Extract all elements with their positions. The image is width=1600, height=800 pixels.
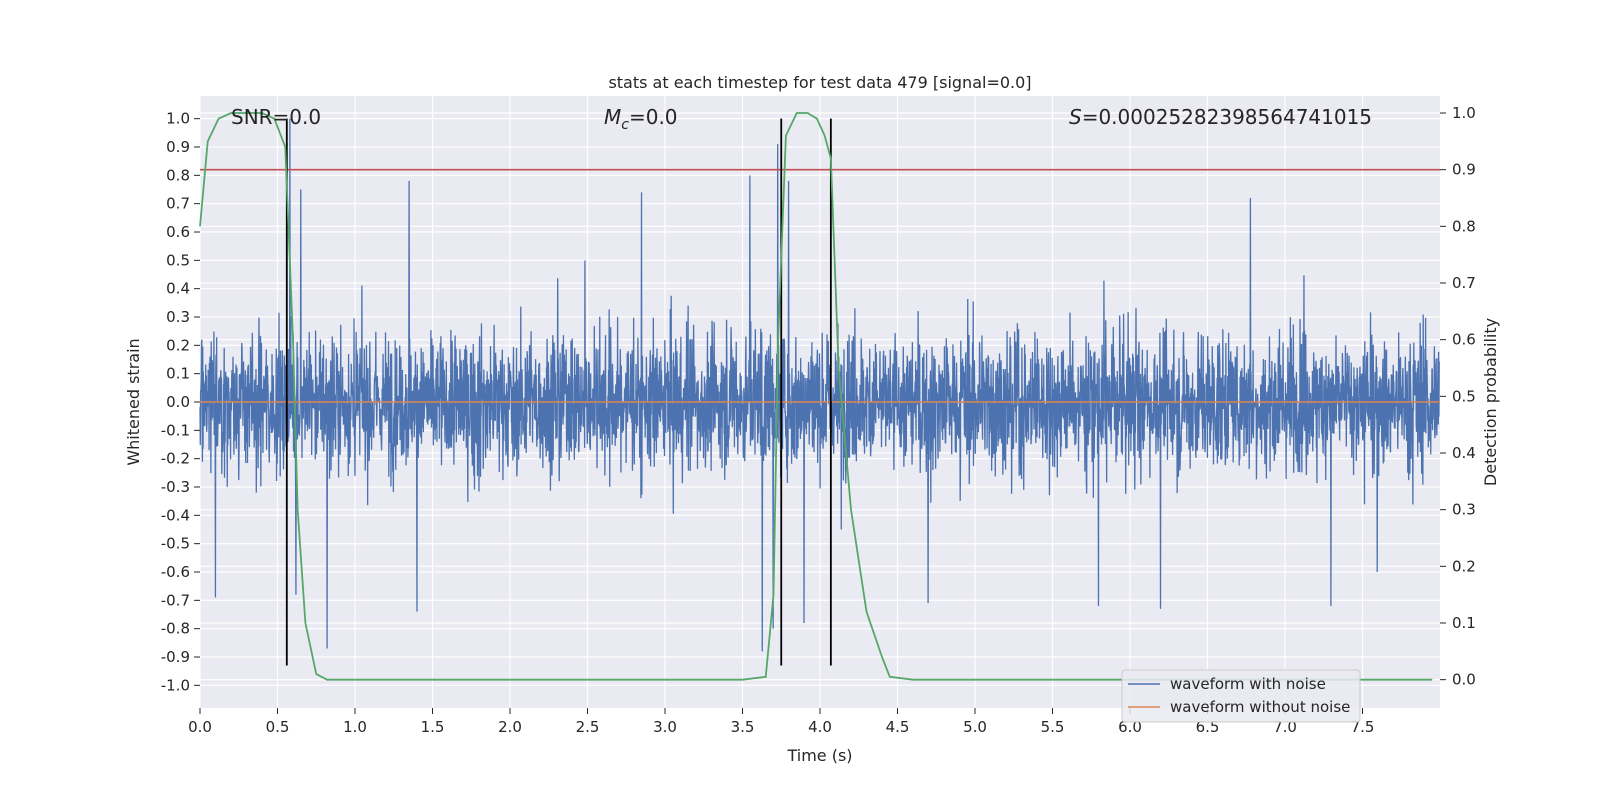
y-tick-label: -0.1 [161, 421, 190, 439]
vertical-markers [285, 118, 832, 666]
chirp-mass-value: =0.0 [629, 105, 678, 129]
y-tick-label: -0.4 [161, 506, 190, 524]
y-tick-label: 0.5 [166, 251, 190, 269]
legend: waveform with noise waveform without noi… [1121, 669, 1361, 723]
legend-label-clean: waveform without noise [1170, 698, 1350, 716]
y2-tick-label: 0.5 [1452, 387, 1476, 405]
x-tick-label: 2.0 [498, 718, 522, 736]
y2-tick-label: 0.2 [1452, 557, 1476, 575]
y-tick-label: -0.8 [161, 620, 190, 638]
y-tick-label: 0.3 [166, 308, 190, 326]
y2-tick-label: 0.9 [1452, 161, 1476, 179]
x-axis-label: Time (s) [786, 746, 852, 765]
y-tick-label: -0.3 [161, 478, 190, 496]
chirp-mass-annotation: Mc=0.0 [604, 105, 678, 133]
y-tick-label: -0.5 [161, 535, 190, 553]
y2-tick-label: 0.3 [1452, 501, 1476, 519]
y-axis-label: Whitened strain [124, 338, 143, 465]
s-annotation: S=0.00025282398564741015 [1069, 105, 1372, 129]
snr-annotation: SNR=0.0 [231, 105, 321, 129]
y-axis-ticks: 1.0 0.9 0.8 0.7 0.6 0.5 0.4 0.3 0.2 0.1 0.0 -0.1 -0.… [161, 110, 200, 694]
y-tick-label: 1.0 [166, 110, 190, 128]
y2-tick-label: 0.7 [1452, 274, 1476, 292]
x-tick-label: 0.0 [188, 718, 212, 736]
legend-label-noisy: waveform with noise [1170, 675, 1326, 693]
y-tick-label: -0.7 [161, 591, 190, 609]
x-tick-label: 3.0 [653, 718, 677, 736]
y-tick-label: 0.1 [166, 365, 190, 383]
noisy-waveform-series [199, 118, 1440, 652]
x-tick-label: 1.5 [421, 718, 445, 736]
chirp-mass-subscript: c [621, 117, 629, 133]
chirp-mass-symbol: M [604, 105, 621, 129]
x-tick-label: 4.5 [886, 718, 910, 736]
s-value: =0.00025282398564741015 [1082, 105, 1372, 129]
y-tick-label: 0.7 [166, 195, 190, 213]
y-tick-label: 0.2 [166, 336, 190, 354]
y-tick-label: -1.0 [161, 676, 190, 694]
y2-tick-label: 0.1 [1452, 614, 1476, 632]
x-tick-label: 5.5 [1041, 718, 1065, 736]
x-tick-label: 1.0 [343, 718, 367, 736]
y-tick-label: -0.6 [161, 563, 190, 581]
noisy-waveform-line [199, 118, 1440, 652]
y-tick-label: 0.4 [166, 280, 190, 298]
y2-tick-label: 0.8 [1452, 217, 1476, 235]
y2-tick-label: 0.0 [1452, 671, 1476, 689]
y-tick-label: -0.9 [161, 648, 190, 666]
x-tick-label: 5.0 [963, 718, 987, 736]
detection-probability-series [199, 112, 1433, 681]
y2-tick-label: 0.6 [1452, 331, 1476, 349]
s-symbol: S [1069, 105, 1082, 129]
legend-box [1121, 669, 1361, 723]
y-tick-label: 0.6 [166, 223, 190, 241]
y-tick-label: 0.8 [166, 166, 190, 184]
x-tick-label: 0.5 [266, 718, 290, 736]
y-tick-label: -0.2 [161, 450, 190, 468]
y2-tick-label: 1.0 [1452, 104, 1476, 122]
x-tick-label: 2.5 [576, 718, 600, 736]
chart-title: stats at each timestep for test data 479… [608, 73, 1031, 92]
detection-probability-line [199, 112, 1433, 681]
y2-axis-label: Detection probability [1481, 318, 1500, 486]
x-tick-label: 3.5 [731, 718, 755, 736]
y2-axis-ticks: 1.0 0.9 0.8 0.7 0.6 0.5 0.4 0.3 0.2 0.1 0.0 [1440, 104, 1476, 689]
y-tick-label: 0.9 [166, 138, 190, 156]
y2-tick-label: 0.4 [1452, 444, 1476, 462]
y-tick-label: 0.0 [166, 393, 190, 411]
x-tick-label: 4.0 [808, 718, 832, 736]
